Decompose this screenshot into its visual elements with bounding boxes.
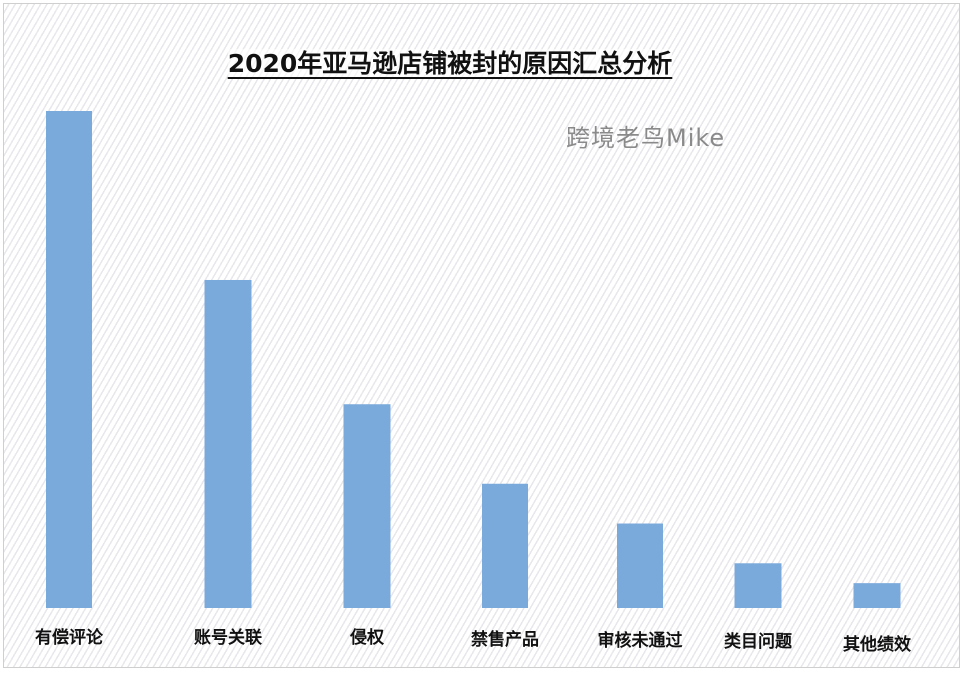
watermark: 跨境老鸟Mike bbox=[566, 124, 726, 152]
chart-frame bbox=[3, 3, 960, 668]
category-label-5: 审核未通过 bbox=[598, 630, 683, 651]
bar-3 bbox=[343, 404, 391, 608]
bar-7 bbox=[853, 583, 901, 608]
category-label-6: 类目问题 bbox=[724, 631, 793, 652]
bar-2 bbox=[204, 279, 252, 608]
category-label-2: 账号关联 bbox=[194, 627, 262, 648]
chart-title-text: 2020年亚马逊店铺被封的原因汇总分析 bbox=[227, 49, 673, 78]
category-label-4: 禁售产品 bbox=[471, 629, 539, 650]
bar-6 bbox=[734, 563, 782, 608]
bar-5 bbox=[617, 523, 663, 608]
bar-1 bbox=[46, 111, 92, 608]
bar-4 bbox=[482, 483, 528, 608]
category-label-7: 其他绩效 bbox=[843, 634, 911, 655]
chart-title: 2020年亚马逊店铺被封的原因汇总分析 bbox=[0, 44, 900, 80]
category-label-3: 侵权 bbox=[349, 627, 385, 648]
category-label-1: 有偿评论 bbox=[35, 627, 104, 648]
